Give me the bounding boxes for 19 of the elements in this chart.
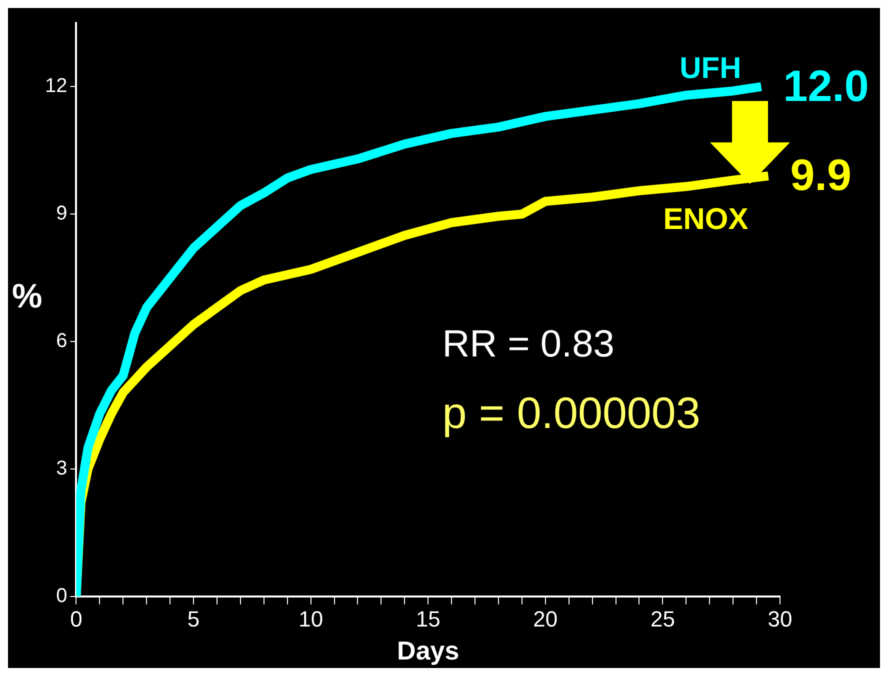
annotation: RR = 0.83	[442, 323, 614, 366]
y-tick-label: 12	[44, 75, 68, 98]
x-tick-label: 15	[416, 606, 440, 632]
y-tick-label: 0	[56, 584, 68, 607]
annotation: 9.9	[790, 151, 852, 200]
x-tick-label: 5	[187, 606, 200, 632]
y-tick-label: 6	[56, 330, 68, 352]
x-axis-title: Days	[397, 636, 460, 666]
x-tick-label: 10	[298, 606, 324, 632]
y-tick-label: 9	[56, 202, 68, 225]
x-tick-label: 20	[533, 606, 558, 632]
x-tick-label: 30	[768, 606, 792, 632]
series-label: ENOX	[663, 203, 748, 236]
y-axis-title: %	[12, 278, 42, 316]
annotation: 12.0	[783, 62, 869, 111]
x-tick-label: 25	[650, 606, 675, 632]
annotation: p = 0.000003	[442, 389, 700, 438]
y-tick-label: 3	[56, 457, 68, 480]
series-label: UFH	[680, 52, 742, 85]
